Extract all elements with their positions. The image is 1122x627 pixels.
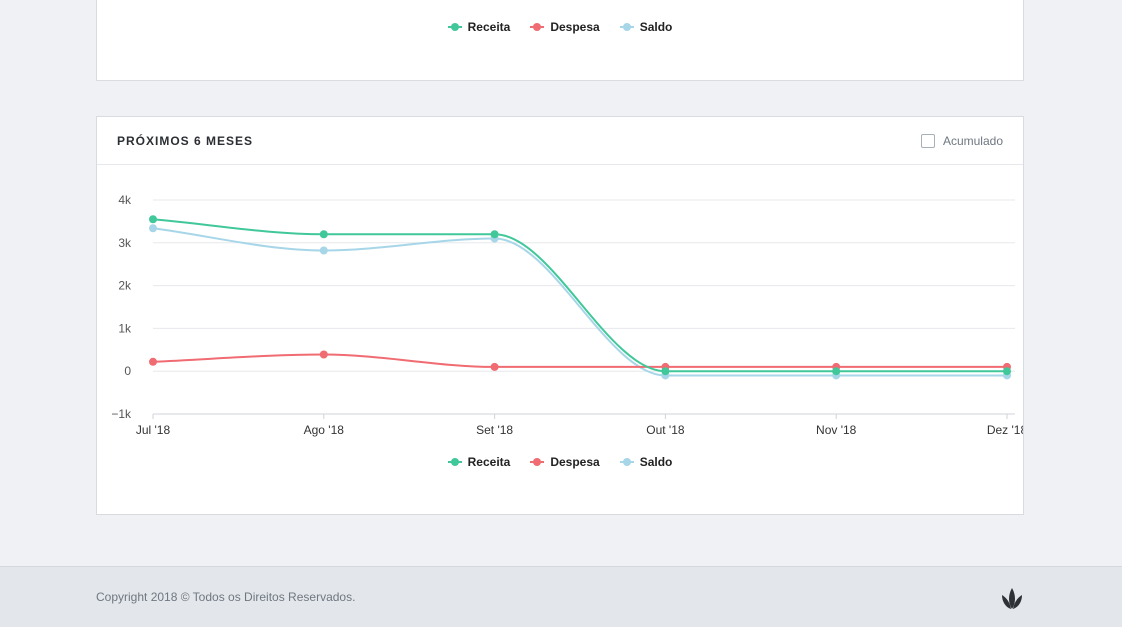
x-tick-label: Dez '18 <box>987 423 1023 437</box>
legend-marker-despesa <box>530 457 545 467</box>
x-tick-label: Jul '18 <box>136 423 171 437</box>
data-point-despesa <box>319 350 328 359</box>
legend-item-receita[interactable]: Receita <box>447 455 511 469</box>
data-point-receita <box>490 230 499 239</box>
legend-item-receita[interactable]: Receita <box>447 20 511 34</box>
next-six-months-card: PRÓXIMOS 6 MESES Acumulado 4k 3k 2k 1k 0 −1k J… <box>96 116 1024 515</box>
legend-label-receita: Receita <box>467 20 511 34</box>
y-tick-label: 1k <box>118 321 132 335</box>
data-point-receita <box>661 367 670 376</box>
data-point-saldo <box>149 224 157 233</box>
legend-marker-receita <box>447 457 462 467</box>
y-tick-label: 2k <box>118 279 132 293</box>
legend-label-despesa: Despesa <box>550 20 600 34</box>
footer: Copyright 2018 © Todos os Direitos Reser… <box>0 566 1122 627</box>
y-tick-label: 3k <box>118 236 132 250</box>
data-point-saldo <box>319 246 328 255</box>
accumulated-checkbox[interactable] <box>920 133 935 148</box>
legend-marker-saldo <box>619 22 634 32</box>
accumulated-toggle[interactable]: Acumulado <box>920 133 1003 148</box>
data-point-receita <box>1003 367 1011 376</box>
card-header: PRÓXIMOS 6 MESES Acumulado <box>97 117 1023 165</box>
copyright-text: Copyright 2018 © Todos os Direitos Reser… <box>96 590 356 604</box>
data-point-receita <box>832 367 841 376</box>
series-line-despesa <box>152 353 1007 368</box>
card-title: PRÓXIMOS 6 MESES <box>117 133 254 148</box>
legend-item-saldo[interactable]: Saldo <box>619 455 673 469</box>
x-tick-label: Set '18 <box>476 423 513 437</box>
line-chart: 4k 3k 2k 1k 0 −1k Jul '18 Ago '18 Set '18 Out '18… <box>111 193 1023 437</box>
data-point-receita <box>319 230 328 239</box>
legend-item-saldo[interactable]: Saldo <box>619 20 673 34</box>
y-tick-label: −1k <box>111 407 132 421</box>
legend-marker-despesa <box>530 22 545 32</box>
legend-item-despesa[interactable]: Despesa <box>530 20 600 34</box>
legend-label-saldo: Saldo <box>639 455 673 469</box>
leaf-logo-icon[interactable] <box>999 585 1025 611</box>
series-line-receita <box>152 218 1007 373</box>
y-tick-label: 4k <box>118 193 132 207</box>
x-tick-label: Ago '18 <box>304 423 345 437</box>
accumulated-label: Acumulado <box>942 133 1003 148</box>
chart-legend: Receita Despesa Saldo <box>97 455 1023 469</box>
series-line-saldo <box>152 227 1007 377</box>
x-tick-label: Nov '18 <box>816 423 857 437</box>
legend-label-saldo: Saldo <box>639 20 673 34</box>
legend-label-despesa: Despesa <box>550 455 600 469</box>
legend-marker-saldo <box>619 457 634 467</box>
y-tick-label: 0 <box>124 364 131 378</box>
x-tick-label: Out '18 <box>646 423 685 437</box>
data-point-despesa <box>490 362 499 371</box>
legend-item-despesa[interactable]: Despesa <box>530 455 600 469</box>
legend-marker-receita <box>447 22 462 32</box>
previous-chart-card: Receita Despesa Saldo <box>96 0 1024 81</box>
data-point-despesa <box>149 357 157 366</box>
previous-chart-legend: Receita Despesa Saldo <box>97 20 1023 34</box>
legend-label-receita: Receita <box>467 455 511 469</box>
data-point-receita <box>149 215 157 224</box>
